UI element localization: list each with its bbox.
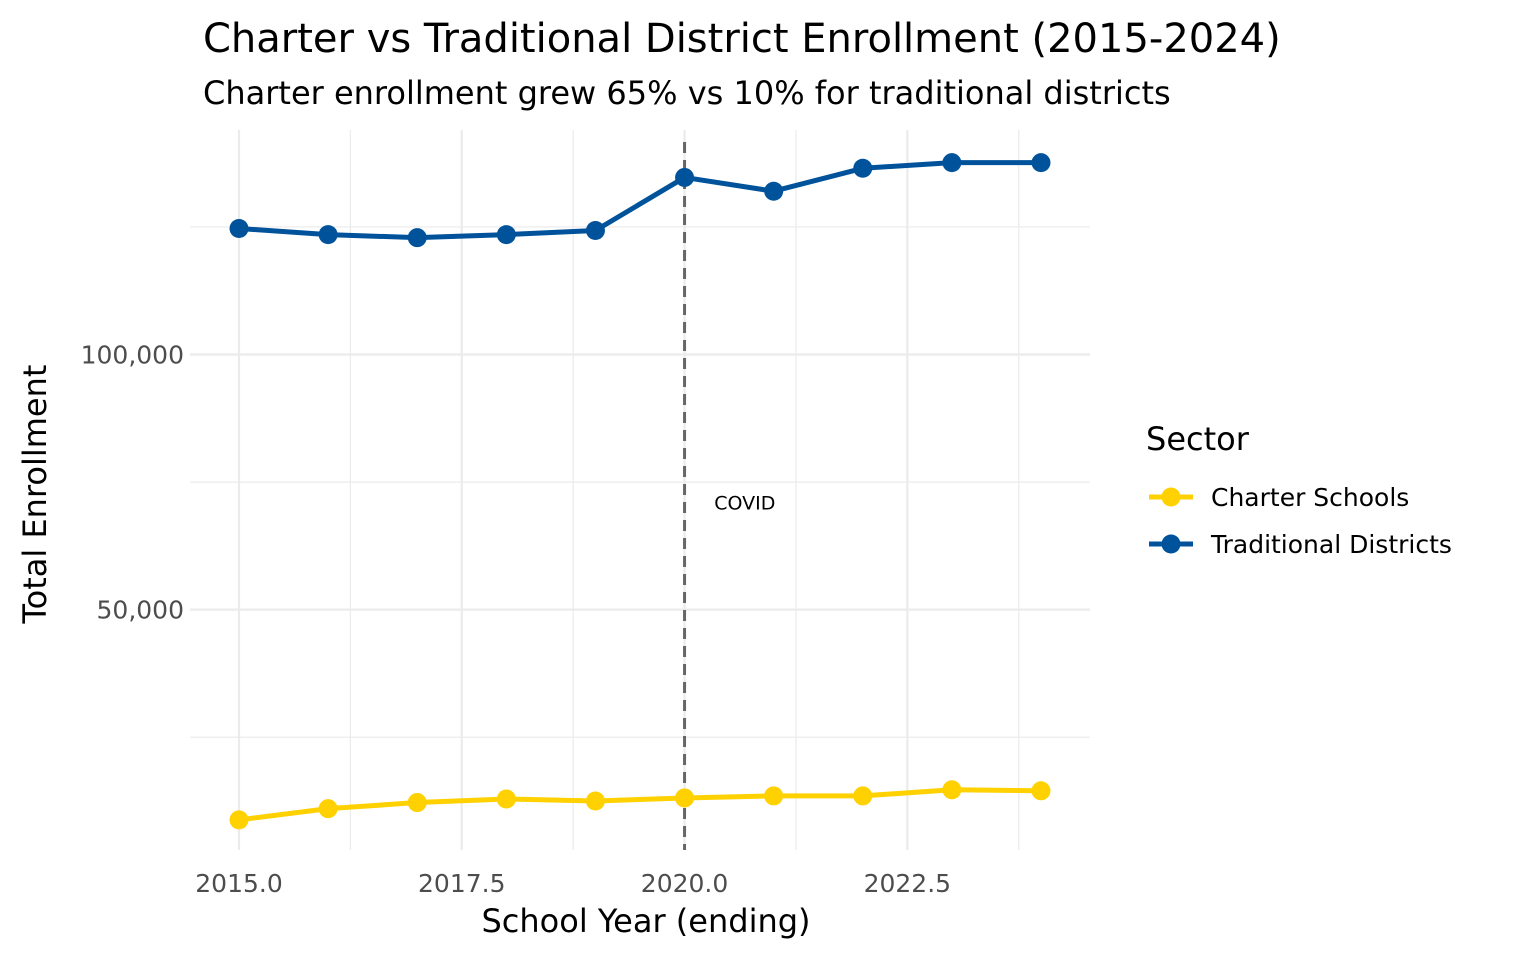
- annotations: COVID: [683, 142, 775, 850]
- series-line: [238, 160, 1041, 241]
- x-tick-label: 2020.0: [641, 869, 728, 898]
- legend-key-point: [1161, 487, 1181, 507]
- chart-title: Charter vs Traditional District Enrollme…: [203, 16, 1281, 62]
- data-point: [853, 786, 873, 806]
- data-point: [764, 786, 784, 806]
- covid-annotation: COVID: [714, 493, 775, 515]
- x-tick-label: 2017.5: [418, 869, 505, 898]
- data-point: [407, 228, 427, 248]
- data-point: [675, 167, 695, 187]
- legend: Sector Charter Schools Traditional Distri…: [1146, 420, 1452, 559]
- legend-key-point: [1161, 534, 1181, 554]
- data-point: [1031, 781, 1051, 801]
- series-line: [238, 787, 1042, 823]
- data-point: [942, 780, 962, 800]
- data-point: [496, 225, 516, 245]
- data-point: [764, 181, 784, 201]
- legend-title: Sector: [1146, 420, 1250, 458]
- data-point: [318, 799, 338, 819]
- data-point: [229, 218, 249, 238]
- data-point: [675, 788, 695, 808]
- data-point: [853, 158, 873, 178]
- data-point: [496, 789, 516, 809]
- axis-ticks: 2015.0 2017.5 2020.0 2022.5 50,000 100,000: [81, 341, 951, 898]
- data-point: [585, 791, 605, 811]
- data-point: [407, 793, 427, 813]
- x-axis-label: School Year (ending): [481, 902, 810, 940]
- y-axis-label: Total Enrollment: [16, 365, 54, 625]
- data-point: [942, 153, 962, 173]
- legend-label: Traditional Districts: [1210, 530, 1452, 559]
- y-tick-label: 100,000: [81, 341, 184, 370]
- y-tick-label: 50,000: [97, 596, 184, 625]
- x-tick-label: 2015.0: [195, 869, 282, 898]
- data-point: [229, 810, 249, 830]
- data-point: [1031, 153, 1051, 173]
- chart-subtitle: Charter enrollment grew 65% vs 10% for t…: [203, 74, 1171, 112]
- series-group: [229, 153, 1051, 830]
- x-tick-label: 2022.5: [864, 869, 951, 898]
- data-point: [318, 225, 338, 245]
- legend-label: Charter Schools: [1211, 483, 1409, 512]
- data-point: [585, 221, 605, 241]
